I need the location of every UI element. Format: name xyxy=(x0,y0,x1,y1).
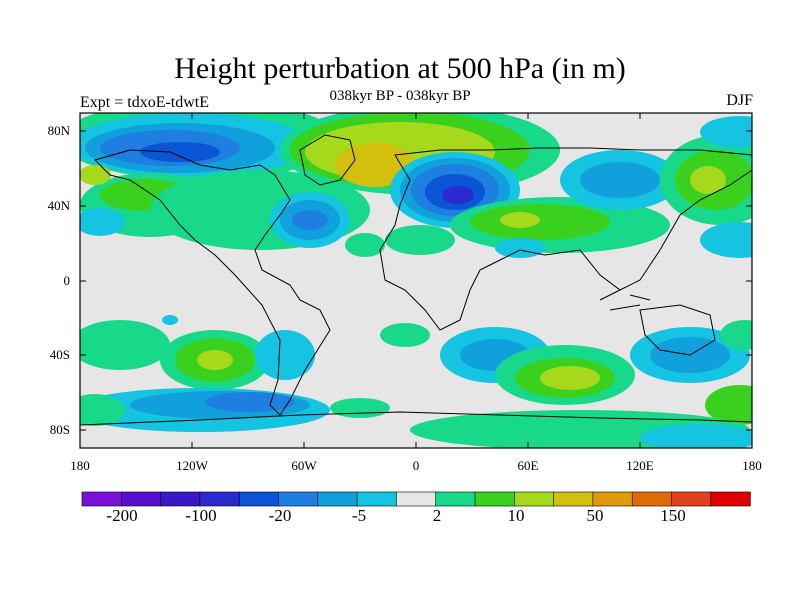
contour-region xyxy=(380,323,430,347)
colorbar-swatch xyxy=(278,491,319,507)
y-tick-label: 80S xyxy=(49,422,70,437)
x-tick-label: 60E xyxy=(517,458,539,473)
contour-region xyxy=(495,238,545,258)
contour-region xyxy=(385,225,455,255)
colorbar-label: -100 xyxy=(185,506,217,525)
colorbar-swatch xyxy=(474,491,515,507)
contour-region xyxy=(705,385,752,425)
colorbar-label: -200 xyxy=(106,506,138,525)
experiment-label: Expt = tdxoE-tdwtE xyxy=(80,94,210,111)
contour-region xyxy=(80,208,125,236)
contour-region xyxy=(442,186,474,204)
contour-region xyxy=(580,162,660,198)
contour-region xyxy=(700,222,752,258)
colorbar xyxy=(81,491,751,507)
colorbar-label: 50 xyxy=(586,506,604,525)
colorbar-swatch xyxy=(710,491,751,507)
contour-region xyxy=(330,398,390,418)
contour-region xyxy=(205,392,295,412)
contour-region xyxy=(720,320,752,350)
contour-region xyxy=(80,394,125,426)
colorbar-swatch xyxy=(671,491,712,507)
colorbar-swatch xyxy=(592,491,633,507)
map-subtitle: 038kyr BP - 038kyr BP xyxy=(329,88,471,104)
colorbar-swatch xyxy=(435,491,476,507)
contour-region xyxy=(140,142,220,162)
contour-region xyxy=(700,116,752,148)
contour-region xyxy=(162,315,178,325)
colorbar-label: 2 xyxy=(432,506,442,525)
colorbar-swatch xyxy=(238,491,280,507)
contour-region xyxy=(80,165,111,185)
colorbar-swatch xyxy=(553,491,594,507)
y-tick-label: 40S xyxy=(49,347,70,362)
axis-ticks xyxy=(80,113,752,448)
season-label: DJF xyxy=(726,92,753,109)
contour-region xyxy=(255,330,315,380)
field-layer xyxy=(80,113,752,448)
x-tick-label: 60W xyxy=(291,458,317,473)
contour-region xyxy=(292,210,328,230)
colorbar-swatch xyxy=(121,491,162,507)
contour-region xyxy=(470,204,610,240)
colorbar-swatch xyxy=(513,491,555,507)
colorbar-label: -5 xyxy=(351,506,367,525)
contour-region xyxy=(640,424,752,448)
x-tick-label: 120W xyxy=(176,458,208,473)
x-tick-label: 180 xyxy=(70,458,90,473)
map-title: Height perturbation at 500 hPa (in m) xyxy=(174,52,626,85)
contour-region xyxy=(197,350,233,370)
y-tick-label: 0 xyxy=(63,273,71,288)
y-tick-label: 40N xyxy=(47,198,70,213)
colorbar-swatch xyxy=(356,491,398,507)
colorbar-swatch xyxy=(396,491,437,507)
colorbar-swatch xyxy=(317,491,358,507)
contour-region xyxy=(80,320,170,370)
colorbar-swatch xyxy=(81,491,122,507)
y-tick-label: 80N xyxy=(47,123,70,138)
colorbar-swatch xyxy=(199,491,240,507)
contour-region xyxy=(500,212,540,228)
contour-region xyxy=(345,233,385,257)
colorbar-label: -20 xyxy=(268,506,292,525)
coastlines xyxy=(80,134,752,426)
colorbar-label: 150 xyxy=(660,506,686,525)
contour-region xyxy=(540,366,600,390)
x-tick-label: 180 xyxy=(742,458,762,473)
x-tick-label: 0 xyxy=(412,458,420,473)
colorbar-swatch xyxy=(631,491,673,507)
x-tick-label: 120E xyxy=(626,458,654,473)
colorbar-swatch xyxy=(160,491,201,507)
contour-region xyxy=(690,166,726,194)
colorbar-label: 10 xyxy=(507,506,525,525)
